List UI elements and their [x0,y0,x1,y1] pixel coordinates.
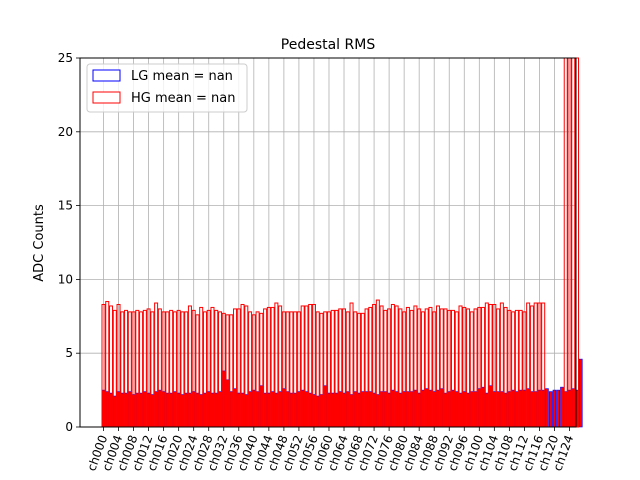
chart-title: Pedestal RMS [281,37,376,53]
y-tick-label: 0 [65,420,73,434]
lg-bar [578,358,583,428]
lg-bar [548,391,553,428]
y-tick-label: 25 [58,51,73,65]
y-tick-label: 5 [65,346,73,360]
y-tick-label: 20 [58,125,73,139]
legend: LG mean = nan HG mean = nan [86,63,248,113]
y-tick-label: 10 [58,272,73,286]
grid-layer [80,57,576,428]
y-axis-label: ADC Counts [32,204,47,282]
y-tick-label: 15 [58,199,73,213]
legend-hg-label: HG mean = nan [131,91,235,106]
lg-bar [552,389,557,428]
legend-lg-swatch [92,69,121,82]
legend-lg-label: LG mean = nan [131,69,233,84]
lg-bar [560,386,564,428]
lg-bar [545,388,549,428]
legend-box [86,63,248,113]
legend-hg-swatch [92,91,121,104]
axes-layer: 0510152025ch000ch004ch008ch012ch016ch020… [58,51,577,473]
plot-frame [79,57,577,428]
lg-bar [556,389,561,428]
